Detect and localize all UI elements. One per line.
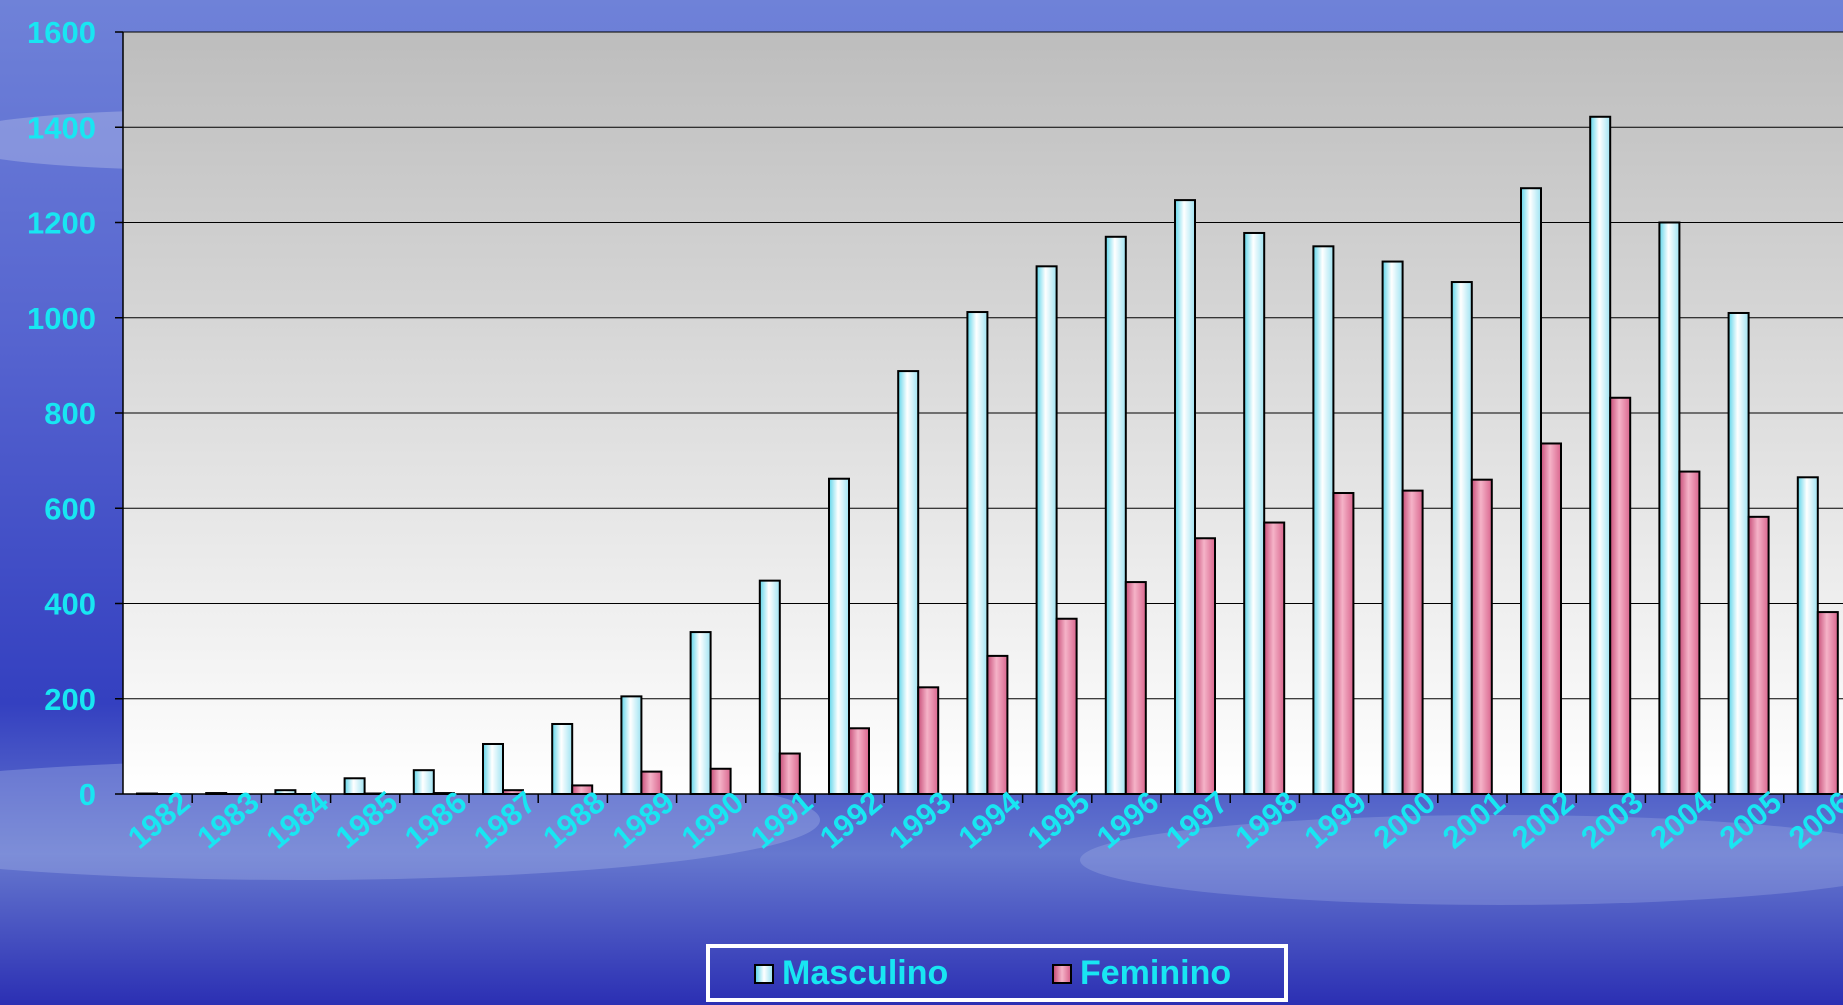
bar-masculino-2003: [1589, 115, 1612, 795]
bar-masculino-1996: [1104, 235, 1127, 796]
x-tick-label: 1990: [675, 784, 750, 855]
x-tick-label: 2006: [1782, 784, 1843, 855]
x-tick-label: 1982: [121, 784, 196, 855]
bar-feminino-2004: [1678, 470, 1701, 795]
bar-feminino-2005: [1747, 515, 1770, 795]
legend-swatch-feminino: [1052, 963, 1072, 984]
y-tick-label: 0: [79, 777, 96, 812]
x-tick-label: 1985: [329, 784, 404, 855]
bar-masculino-1998: [1243, 231, 1266, 796]
bar-masculino-1993: [897, 370, 920, 795]
x-tick-label: 1988: [536, 784, 611, 855]
x-tick-label: 1983: [190, 784, 265, 855]
bar-feminino-2006: [1816, 611, 1839, 796]
bar-masculino-1991: [758, 579, 781, 796]
bar-feminino-1999: [1332, 492, 1355, 795]
y-tick-label: 1600: [27, 15, 96, 50]
bar-feminino-1995: [1055, 617, 1078, 795]
bar-masculino-2005: [1727, 311, 1750, 795]
x-tick-label: 2001: [1436, 784, 1511, 855]
x-tick-label: 1995: [1021, 784, 1096, 855]
x-tick-label: 2002: [1505, 784, 1580, 855]
bar-feminino-1993: [917, 686, 940, 796]
x-tick-label: 1986: [398, 784, 473, 855]
bar-feminino-1992: [848, 727, 870, 796]
x-tick-label: 1999: [1298, 784, 1373, 855]
y-tick-label: 1400: [27, 110, 96, 145]
y-tick-label: 800: [44, 396, 96, 431]
bar-masculino-1995: [1035, 265, 1058, 795]
bar-masculino-2004: [1658, 221, 1681, 795]
y-tick-label: 1000: [27, 301, 96, 336]
bar-feminino-2003: [1609, 396, 1632, 795]
x-tick-label: 1996: [1090, 784, 1165, 855]
bar-masculino-2000: [1381, 260, 1404, 795]
bar-masculino-1987: [482, 742, 504, 796]
bar-feminino-2000: [1401, 489, 1424, 795]
bar-masculino-2002: [1520, 187, 1542, 795]
bars: [136, 115, 1839, 796]
y-tick-label: 1200: [27, 206, 96, 241]
x-tick-label: 1991: [744, 784, 819, 855]
bar-masculino-1997: [1174, 199, 1196, 795]
bar-masculino-1990: [689, 631, 712, 796]
x-tick-label: 1989: [606, 784, 681, 855]
bar-masculino-2006: [1796, 476, 1819, 795]
x-tick-label: 2005: [1713, 784, 1788, 855]
bar-feminino-2002: [1540, 442, 1562, 795]
bar-masculino-1992: [828, 477, 850, 795]
bar-masculino-1986: [412, 769, 435, 795]
legend-label-masculino: Masculino: [782, 954, 949, 992]
bar-feminino-1998: [1263, 521, 1286, 795]
x-tick-label: 1998: [1228, 784, 1303, 855]
bar-masculino-1988: [551, 722, 574, 796]
legend-label-feminino: Feminino: [1080, 954, 1232, 992]
x-tick-label: 2003: [1574, 784, 1649, 855]
x-tick-label: 1987: [467, 784, 542, 855]
bar-feminino-1994: [986, 654, 1009, 796]
x-tick-label: 1993: [882, 784, 957, 855]
y-axis-ticks: 0 200 400 600 800 1000 1200 1400 1600: [27, 15, 123, 812]
bar-masculino-1999: [1312, 245, 1335, 795]
bar-masculino-1989: [620, 695, 643, 796]
y-tick-label: 400: [44, 587, 96, 622]
x-tick-label: 1992: [813, 784, 888, 855]
x-tick-label: 1997: [1159, 784, 1234, 855]
legend: Masculino Feminino: [706, 944, 1288, 1002]
bar-masculino-1994: [966, 311, 989, 795]
y-tick-label: 600: [44, 491, 96, 526]
x-tick-label: 2000: [1367, 784, 1442, 855]
bar-feminino-1996: [1124, 581, 1147, 795]
bar-feminino-1997: [1194, 537, 1216, 795]
y-tick-label: 200: [44, 682, 96, 717]
legend-item-feminino: Feminino: [1052, 954, 1231, 993]
bar-masculino-1985: [343, 777, 366, 796]
bar-masculino-2001: [1450, 281, 1473, 795]
bar-feminino-2001: [1470, 478, 1493, 795]
legend-swatch-masculino: [754, 963, 774, 984]
legend-item-masculino: Masculino: [754, 954, 948, 993]
